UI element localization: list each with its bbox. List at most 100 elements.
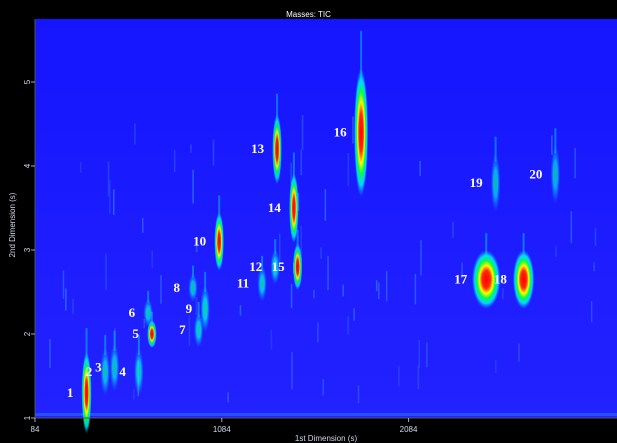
peak-spot — [81, 351, 92, 434]
background-streak — [195, 240, 198, 253]
background-streak — [353, 308, 355, 321]
background-streak — [143, 318, 145, 328]
background-streak — [105, 253, 107, 291]
peak-label: 4 — [119, 364, 126, 379]
peak-tail — [274, 239, 277, 255]
peak-spot — [100, 348, 111, 396]
peak-spot — [353, 67, 369, 198]
background-streak — [347, 153, 350, 187]
peak-spot — [134, 348, 144, 396]
background-streak — [555, 246, 557, 257]
background-streak — [278, 233, 281, 262]
background-streak — [518, 343, 520, 362]
y-tick-label: 4 — [23, 163, 32, 168]
background-streak — [192, 169, 194, 204]
peak-spot — [257, 265, 267, 302]
peak-label: 5 — [132, 326, 139, 341]
peak-spot — [471, 250, 501, 309]
peak-label: 8 — [174, 280, 181, 295]
background-streak — [112, 189, 115, 216]
y-tick-label: 2 — [23, 331, 32, 336]
peak-tail — [85, 328, 88, 364]
baseline-band — [35, 412, 617, 416]
background-streak — [452, 221, 454, 238]
peak-label: 7 — [179, 322, 186, 337]
peak-label: 10 — [193, 234, 206, 249]
background-streak — [570, 211, 573, 244]
background-streak — [574, 147, 576, 179]
peak-label: 13 — [251, 141, 265, 156]
background-streak — [320, 247, 322, 259]
peak-tail — [104, 334, 107, 355]
peak-spot — [143, 298, 153, 328]
peak-tail — [137, 334, 140, 355]
peak-label: 18 — [494, 271, 508, 286]
background-streak — [300, 149, 303, 176]
x-axis-label: 1st Dimension (s) — [295, 434, 358, 443]
background-streak — [160, 275, 162, 304]
peak-spot — [200, 285, 210, 333]
background-streak — [239, 305, 242, 316]
x-axis: 84 1084 2084 — [31, 417, 617, 434]
background-streak — [114, 327, 116, 350]
peak-spot — [188, 273, 198, 302]
background-streak — [418, 339, 420, 369]
peak-label: 1 — [67, 385, 74, 400]
background-streak — [502, 288, 504, 299]
background-streak — [151, 250, 153, 268]
background-streak — [300, 225, 303, 261]
y-axis: 1 2 3 4 5 — [23, 19, 36, 420]
background-streak — [378, 282, 380, 300]
peak-label: 12 — [249, 259, 262, 274]
background-streak — [417, 366, 420, 390]
y-axis-label: 2nd Dimension (s) — [8, 192, 17, 257]
peak-tail — [276, 93, 279, 124]
peak-tail — [261, 255, 264, 271]
peak-spot — [214, 212, 224, 271]
peak-spot — [292, 243, 303, 291]
background-streak — [420, 240, 422, 276]
peak-tail — [218, 195, 221, 221]
peak-spot — [193, 312, 204, 348]
background-streak — [173, 149, 176, 172]
peak-label: 19 — [470, 175, 484, 190]
background-streak — [322, 379, 325, 396]
background-streak — [270, 329, 273, 350]
background-streak — [324, 189, 327, 221]
peak-tail — [494, 136, 497, 162]
background-streak — [313, 289, 315, 299]
peak-tail — [360, 30, 363, 87]
background-streak — [227, 392, 229, 403]
background-streak — [190, 144, 192, 153]
background-streak — [290, 162, 292, 185]
peak-tail — [554, 128, 557, 154]
x-tick-label: 1084 — [213, 425, 231, 434]
peak-tail — [522, 233, 525, 259]
background-streak — [342, 284, 344, 297]
background-streak — [290, 284, 293, 309]
title-bar: Masses: TIC — [0, 0, 617, 19]
peak-spot — [490, 153, 501, 213]
peak-tail — [113, 330, 116, 351]
background-streak — [109, 180, 111, 214]
background-streak — [414, 273, 417, 305]
background-streak — [327, 255, 329, 291]
peak-label: 14 — [268, 200, 282, 215]
background-streak — [347, 316, 349, 335]
background-streak — [62, 270, 65, 299]
background-streak — [551, 135, 553, 155]
peak-spot — [289, 172, 299, 244]
background-streak — [49, 338, 51, 369]
background-streak — [590, 301, 593, 323]
y-tick-label: 5 — [23, 79, 32, 84]
peak-spot — [550, 145, 561, 204]
peak-label: 6 — [129, 305, 136, 320]
peaks-layer — [81, 30, 561, 434]
background-streak — [317, 322, 319, 343]
y-tick-label: 3 — [23, 247, 32, 252]
background-streak — [398, 366, 400, 387]
peak-spot — [147, 319, 157, 349]
y-tick-label: 1 — [23, 415, 32, 420]
